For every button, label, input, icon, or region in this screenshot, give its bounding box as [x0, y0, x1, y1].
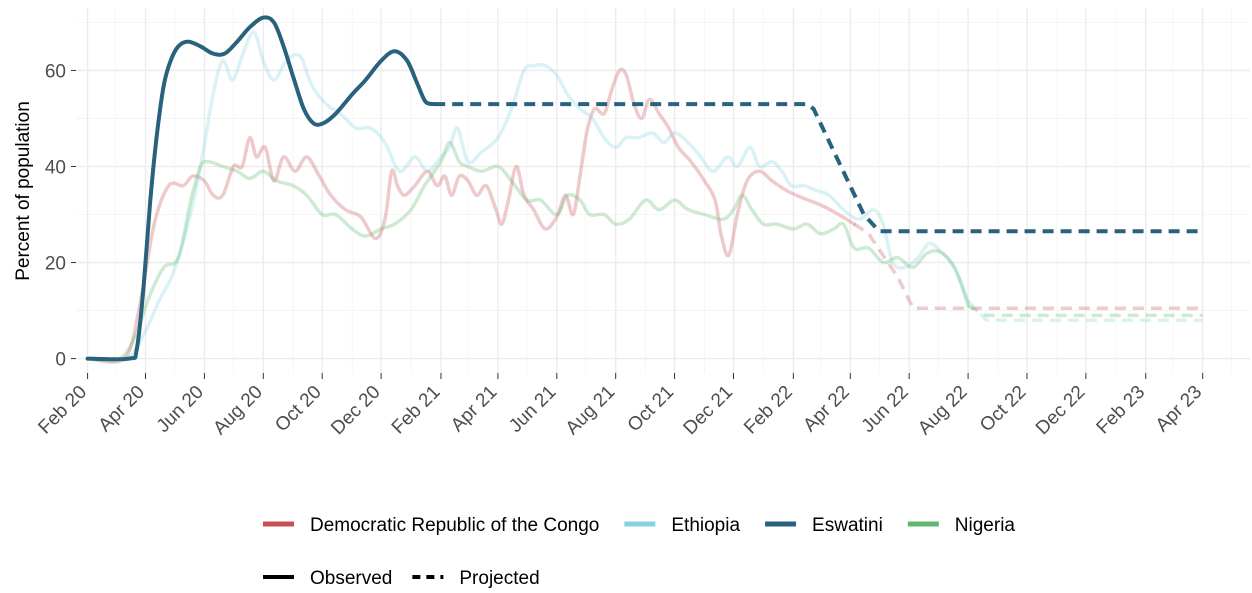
x-tick-label: Feb 22: [740, 382, 797, 439]
x-tick-label: Apr 21: [447, 382, 501, 436]
series-line-nigeria-observed: [85, 140, 970, 363]
x-tick-label: Feb 23: [1093, 382, 1150, 439]
x-tick-label: Aug 22: [914, 382, 971, 439]
x-tick-label: Apr 23: [1152, 382, 1206, 436]
x-tick-label: Oct 20: [271, 382, 325, 436]
x-tick-label: Dec 21: [680, 382, 737, 439]
y-axis-ticks: 0 20 40 60: [45, 61, 76, 371]
y-tick-label: 0: [55, 350, 66, 371]
x-tick-label: Aug 21: [562, 382, 619, 439]
x-tick-label: Aug 20: [209, 382, 266, 439]
x-tick-label: Dec 20: [327, 382, 384, 439]
y-axis-title: Percent of population: [13, 101, 34, 281]
x-tick-label: Jun 21: [505, 382, 560, 437]
y-tick-label: 40: [45, 157, 66, 178]
y-tick-label: 20: [45, 254, 66, 275]
x-tick-label: Feb 20: [34, 382, 91, 439]
legend-label-nigeria: Nigeria: [955, 515, 1016, 536]
x-tick-label: Oct 21: [624, 382, 678, 436]
series-line-nigeria-projected: [967, 304, 1203, 318]
series-line-democratic-republic-of-the-congo-observed: [85, 67, 856, 364]
x-tick-label: Apr 22: [799, 382, 853, 436]
series-line-eswatini-projected: [434, 102, 1203, 234]
series-line-democratic-republic-of-the-congo-projected: [853, 222, 1203, 310]
grid: [76, 8, 1250, 373]
legend-label-observed: Observed: [310, 568, 392, 589]
series-line-ethiopia-projected: [966, 299, 1203, 322]
x-tick-label: Jun 20: [153, 382, 208, 437]
x-tick-label: Apr 20: [95, 382, 149, 436]
x-axis-ticks: Feb 20 Apr 20 Jun 20 Aug 20 Oct 20 Dec 20 Feb …: [34, 373, 1206, 439]
x-tick-label: Dec 22: [1032, 382, 1089, 439]
x-tick-label: Jun 22: [858, 382, 913, 437]
series-lines: [85, 15, 1203, 364]
series-line-eswatini-observed: [85, 15, 437, 362]
y-tick-label: 60: [45, 61, 66, 82]
series-line-ethiopia-observed: [85, 30, 970, 363]
legend: Democratic Republic of the Congo Ethiopia…: [263, 515, 1015, 589]
x-tick-label: Oct 22: [976, 382, 1030, 436]
legend-label-ethiopia: Ethiopia: [671, 515, 740, 536]
legend-label-democratic-republic-of-the-congo: Democratic Republic of the Congo: [310, 515, 599, 536]
x-tick-label: Feb 21: [388, 382, 445, 439]
legend-label-eswatini: Eswatini: [812, 515, 883, 536]
legend-label-projected: Projected: [459, 568, 539, 589]
